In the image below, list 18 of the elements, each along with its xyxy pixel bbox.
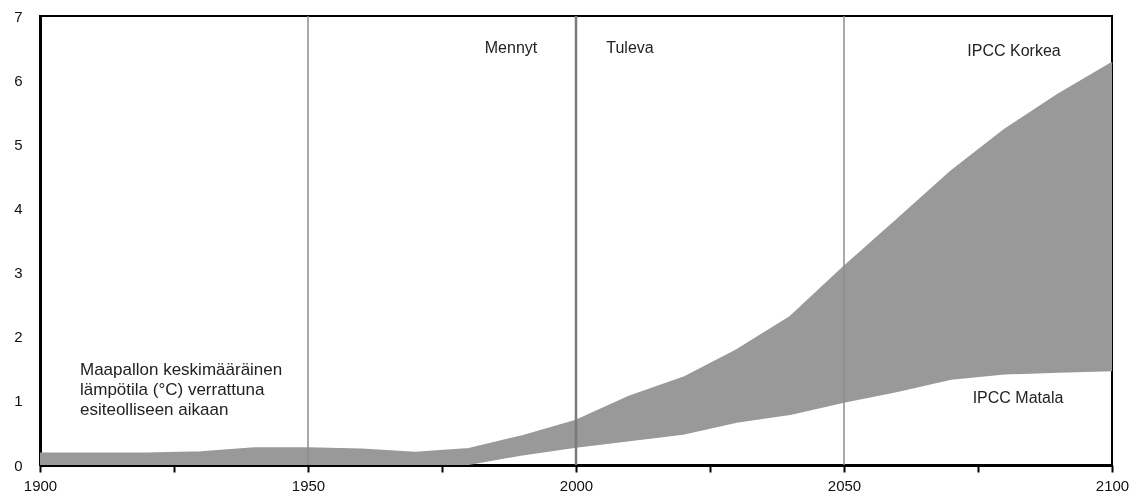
x-tick-label: 2100 <box>1095 476 1130 494</box>
annotation: IPCC Korkea <box>967 42 1061 59</box>
y-tick-label: 6 <box>14 71 23 89</box>
annotation: Maapallon keskimääräinen lämpötila (°C) verrattuna esiteolliseen aikaan <box>80 360 283 419</box>
y-tick-label: 2 <box>14 328 23 346</box>
y-tick-label: 1 <box>14 392 23 410</box>
y-tick-label: 3 <box>14 264 23 282</box>
y-tick-label: 7 <box>14 7 23 25</box>
x-tick-label: 2000 <box>559 476 594 494</box>
annotation: Tuleva <box>606 39 654 56</box>
x-tick-label: 2050 <box>827 476 862 494</box>
annotation: IPCC Matala <box>972 389 1064 406</box>
x-tick-label: 1950 <box>291 476 326 494</box>
y-tick-label: 0 <box>14 456 23 474</box>
y-tick-label: 4 <box>14 199 23 217</box>
x-tick-label: 1900 <box>23 476 58 494</box>
y-tick-label: 5 <box>14 135 23 153</box>
annotation: Mennyt <box>484 39 538 56</box>
